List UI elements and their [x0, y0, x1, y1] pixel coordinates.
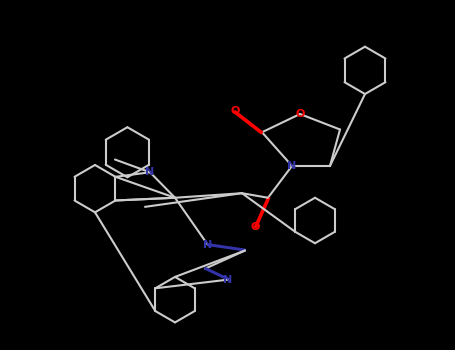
Text: O: O	[250, 222, 260, 232]
Text: O: O	[230, 106, 240, 116]
Text: N: N	[288, 161, 297, 171]
Text: N: N	[146, 167, 155, 177]
Text: N: N	[223, 275, 233, 285]
Text: N: N	[203, 240, 212, 250]
Text: O: O	[295, 109, 305, 119]
